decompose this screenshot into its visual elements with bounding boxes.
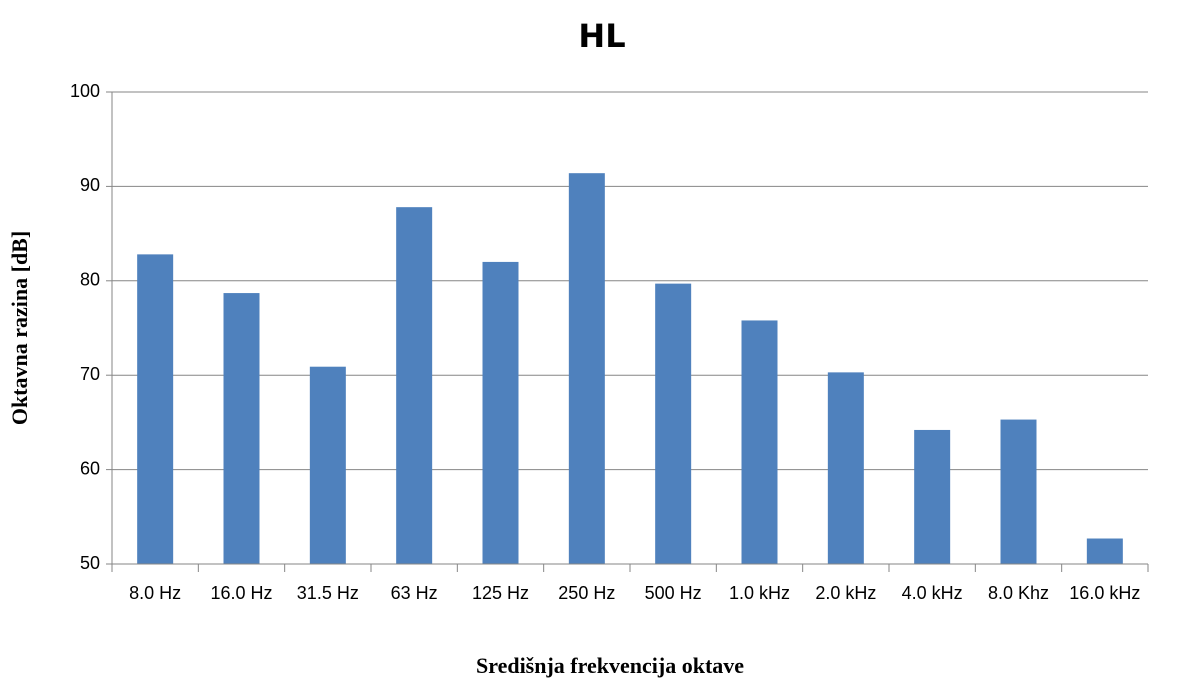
- x-tick-label: 16.0 Hz: [210, 583, 272, 603]
- x-tick-label: 8.0 Khz: [988, 583, 1049, 603]
- y-tick-label: 80: [80, 270, 100, 290]
- y-tick-label: 50: [80, 553, 100, 573]
- x-tick-label: 31.5 Hz: [297, 583, 359, 603]
- bar: [1086, 538, 1123, 564]
- x-axis-label: Središnja frekvencija oktave: [476, 653, 744, 678]
- x-tick-label: 125 Hz: [472, 583, 529, 603]
- x-tick-label: 4.0 kHz: [902, 583, 963, 603]
- chart-title: HL: [578, 17, 625, 55]
- bar: [223, 293, 260, 564]
- bar: [914, 429, 951, 564]
- bar: [741, 320, 778, 564]
- y-tick-label: 60: [80, 458, 100, 478]
- x-tick-label: 2.0 kHz: [815, 583, 876, 603]
- x-tick-label: 63 Hz: [391, 583, 438, 603]
- y-tick-label: 70: [80, 364, 100, 384]
- bar: [827, 372, 864, 564]
- bar: [655, 283, 692, 564]
- bar: [309, 366, 346, 564]
- bar: [137, 254, 174, 565]
- y-tick-label: 100: [70, 81, 100, 101]
- x-tick-label: 500 Hz: [645, 583, 702, 603]
- x-tick-label: 8.0 Hz: [129, 583, 181, 603]
- bar: [396, 207, 433, 564]
- x-tick-label: 250 Hz: [558, 583, 615, 603]
- bar: [482, 261, 519, 564]
- y-tick-label: 90: [80, 175, 100, 195]
- x-tick-label: 1.0 kHz: [729, 583, 790, 603]
- x-tick-label: 16.0 kHz: [1069, 583, 1140, 603]
- bar: [568, 173, 605, 564]
- bar: [1000, 419, 1037, 564]
- y-axis-label: Oktavna razina [dB]: [7, 231, 32, 425]
